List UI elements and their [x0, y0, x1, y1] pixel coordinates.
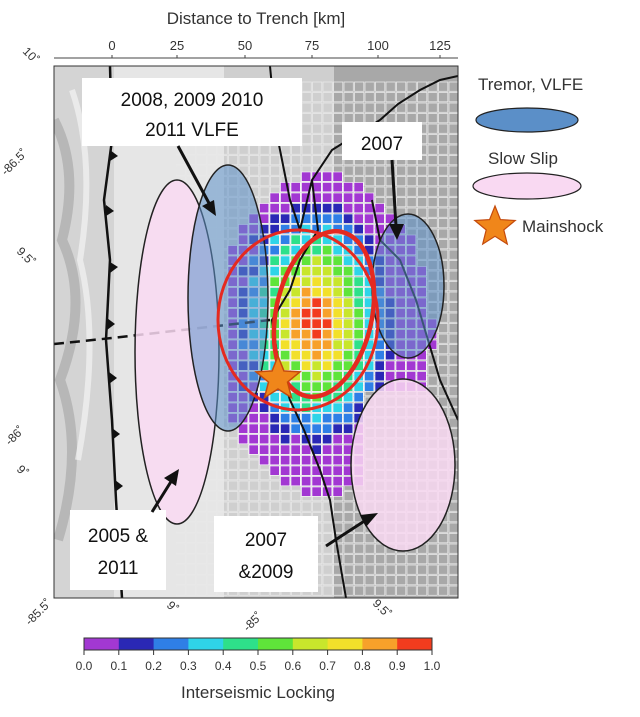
colorbar-swatch — [84, 638, 120, 650]
arrowhead-tremor-2007 — [389, 224, 404, 240]
colorbar-swatches — [84, 638, 433, 650]
legend-slow-slip-label: Slow Slip — [488, 149, 558, 168]
svg-text:2011 VLFE: 2011 VLFE — [145, 120, 239, 141]
legend: Tremor, VLFE Slow Slip Mainshock — [472, 75, 604, 246]
top-tick-label: 75 — [305, 38, 319, 53]
lat-label: 10˚ — [20, 44, 42, 66]
colorbar-tick-label: 0.8 — [354, 659, 371, 673]
colorbar-swatch — [153, 638, 189, 650]
lon-label: -85.5˚ — [22, 596, 54, 628]
colorbar: 0.0 0.1 0.2 0.3 0.4 0.5 0.6 0.7 0.8 0.9 1.0 Inters… — [76, 637, 441, 702]
rupture-ellipse-outer — [216, 228, 380, 412]
colorbar-swatch — [292, 638, 329, 650]
arrow-tremor-2007 — [390, 159, 398, 227]
callout-vlfe-years: 2008, 2009 2010 2011 VLFE — [82, 78, 302, 146]
top-tick-label: 25 — [170, 38, 184, 53]
svg-text:2007: 2007 — [245, 530, 287, 551]
arrow-slow-slip-west — [150, 479, 174, 513]
colorbar-tick-label: 0.0 — [76, 659, 93, 673]
top-axis-title: Distance to Trench [km] — [167, 9, 346, 28]
colorbar-tick-label: 0.9 — [389, 659, 406, 673]
arrow-slow-slip-east — [325, 518, 367, 548]
legend-tremor-swatch — [475, 107, 579, 133]
colorbar-tick-label: 0.6 — [284, 659, 301, 673]
svg-text:2005 &: 2005 & — [88, 526, 149, 547]
colorbar-tick-label: 0.3 — [180, 659, 197, 673]
top-tick-label: 125 — [429, 38, 451, 53]
colorbar-tick-label: 0.4 — [215, 659, 232, 673]
colorbar-tick-label: 1.0 — [424, 659, 441, 673]
top-axis-ticks: 0 25 50 75 100 125 — [108, 38, 451, 58]
top-tick-label: 100 — [367, 38, 389, 53]
colorbar-swatch — [118, 638, 155, 650]
colorbar-swatch — [188, 638, 224, 650]
colorbar-ticks: 0.0 0.1 0.2 0.3 0.4 0.5 0.6 0.7 0.8 0.9 1.0 — [76, 650, 441, 673]
legend-mainshock-label: Mainshock — [522, 217, 604, 236]
top-tick-label: 0 — [108, 38, 115, 53]
arrowhead-slow-slip-west — [164, 469, 179, 486]
top-tick-label: 50 — [238, 38, 252, 53]
lat-label: 9˚ — [14, 462, 31, 479]
colorbar-tick-label: 0.5 — [250, 659, 267, 673]
svg-text:2008, 2009 2010: 2008, 2009 2010 — [121, 90, 264, 111]
arrow-vlfe — [176, 145, 212, 206]
colorbar-swatch — [223, 638, 259, 650]
rupture-ellipse-inner — [271, 228, 377, 400]
lat-label: 9˚ — [164, 598, 181, 615]
tremor-vlfe-west — [187, 164, 269, 432]
colorbar-swatch — [327, 638, 363, 650]
colorbar-swatch — [362, 638, 398, 650]
lon-label: -86.5˚ — [0, 146, 30, 178]
arrowhead-slow-slip-east — [360, 513, 378, 527]
lon-label: -85˚ — [240, 609, 265, 634]
legend-tremor-label: Tremor, VLFE — [478, 75, 583, 94]
lon-label: -86˚ — [2, 423, 27, 448]
lat-label: 9.5˚ — [14, 244, 39, 269]
colorbar-tick-label: 0.7 — [319, 659, 336, 673]
colorbar-swatch — [397, 638, 433, 650]
colorbar-swatch — [258, 638, 294, 650]
colorbar-tick-label: 0.1 — [110, 659, 127, 673]
arrowhead-vlfe — [202, 200, 216, 216]
tremor-vlfe-east — [371, 213, 445, 359]
colorbar-tick-label: 0.2 — [145, 659, 162, 673]
mainshock-star-icon — [254, 353, 302, 400]
callout-slow-slip-east: 2007 &2009 — [214, 516, 318, 592]
slow-slip-east — [350, 378, 456, 552]
lat-label: 9.5˚ — [370, 596, 395, 621]
svg-text:2011: 2011 — [98, 558, 139, 579]
svg-text:2007: 2007 — [361, 134, 403, 155]
callout-tremor-2007: 2007 — [342, 122, 422, 160]
legend-mainshock-star-icon — [473, 204, 517, 246]
legend-slow-slip-swatch — [472, 172, 582, 200]
svg-text:&2009: &2009 — [239, 562, 294, 583]
colorbar-title: Interseismic Locking — [181, 683, 335, 702]
callout-slow-slip-west: 2005 & 2011 — [70, 510, 166, 590]
